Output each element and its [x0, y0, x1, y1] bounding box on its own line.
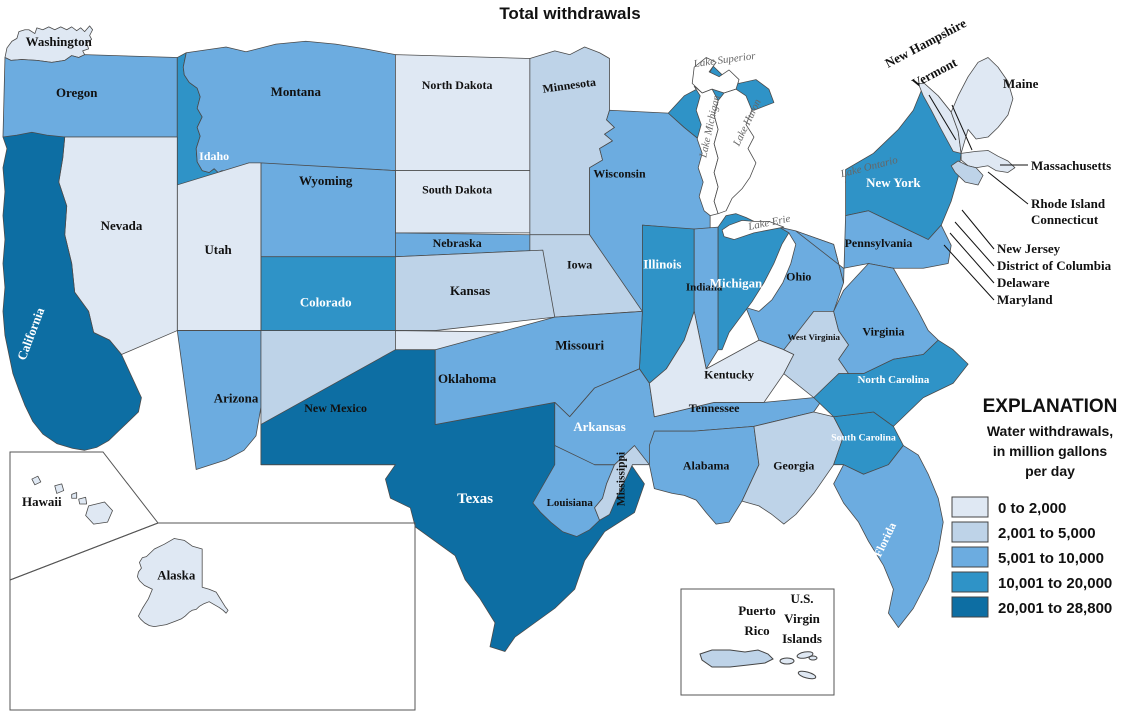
svg-text:Missouri: Missouri	[555, 339, 604, 353]
svg-text:District of Columbia: District of Columbia	[997, 258, 1112, 273]
svg-text:Kentucky: Kentucky	[704, 369, 754, 382]
svg-text:Mississippi: Mississippi	[614, 451, 627, 506]
svg-text:South Dakota: South Dakota	[422, 184, 492, 197]
svg-text:Montana: Montana	[271, 85, 322, 99]
svg-text:Massachusetts: Massachusetts	[1031, 158, 1111, 173]
svg-text:Kansas: Kansas	[450, 284, 490, 298]
svg-text:Water withdrawals,: Water withdrawals,	[987, 423, 1113, 439]
svg-text:Iowa: Iowa	[567, 258, 592, 271]
svg-text:Islands: Islands	[782, 631, 822, 646]
svg-text:South Carolina: South Carolina	[831, 433, 896, 444]
svg-text:20,001 to 28,800: 20,001 to 28,800	[998, 600, 1112, 617]
svg-text:Nevada: Nevada	[101, 219, 143, 233]
svg-text:Oklahoma: Oklahoma	[438, 372, 497, 386]
svg-text:Connecticut: Connecticut	[1031, 212, 1099, 227]
svg-text:New York: New York	[866, 176, 921, 190]
svg-text:Washington: Washington	[26, 35, 92, 49]
svg-text:Arkansas: Arkansas	[573, 420, 626, 434]
svg-text:Michigan: Michigan	[710, 277, 762, 291]
svg-text:2,001 to 5,000: 2,001 to 5,000	[998, 525, 1096, 542]
svg-text:Tennessee: Tennessee	[689, 402, 740, 415]
svg-text:Delaware: Delaware	[997, 275, 1050, 290]
svg-text:Nebraska: Nebraska	[433, 237, 482, 250]
svg-text:Hawaii: Hawaii	[22, 495, 62, 509]
svg-text:10,001 to 20,000: 10,001 to 20,000	[998, 575, 1112, 592]
svg-text:0 to 2,000: 0 to 2,000	[998, 500, 1066, 517]
svg-text:in million gallons: in million gallons	[993, 443, 1108, 459]
svg-text:Maryland: Maryland	[997, 292, 1053, 307]
svg-text:Utah: Utah	[204, 243, 231, 257]
svg-text:EXPLANATION: EXPLANATION	[983, 396, 1118, 417]
svg-text:Alaska: Alaska	[157, 569, 196, 583]
svg-text:Puerto: Puerto	[738, 603, 776, 618]
svg-text:Alabama: Alabama	[683, 460, 730, 473]
svg-text:North Dakota: North Dakota	[422, 79, 493, 92]
svg-text:Wisconsin: Wisconsin	[593, 167, 646, 180]
svg-text:Idaho: Idaho	[199, 150, 229, 163]
svg-text:New Jersey: New Jersey	[997, 241, 1061, 256]
svg-text:Rico: Rico	[744, 623, 769, 638]
svg-text:Maine: Maine	[1003, 76, 1039, 91]
svg-text:New Mexico: New Mexico	[304, 402, 367, 415]
svg-text:Lake Superior: Lake Superior	[692, 50, 757, 70]
svg-text:North Carolina: North Carolina	[857, 374, 929, 386]
svg-text:West Virginia: West Virginia	[787, 332, 840, 342]
svg-text:Arizona: Arizona	[214, 392, 259, 406]
svg-text:Texas: Texas	[457, 491, 493, 507]
svg-text:Vermont: Vermont	[909, 54, 960, 90]
svg-text:Louisiana: Louisiana	[547, 497, 594, 509]
svg-text:Colorado: Colorado	[300, 296, 352, 310]
svg-text:5,001 to 10,000: 5,001 to 10,000	[998, 550, 1104, 567]
svg-text:Pennsylvania: Pennsylvania	[845, 237, 913, 250]
svg-text:Georgia: Georgia	[773, 460, 814, 473]
svg-text:Wyoming: Wyoming	[299, 174, 353, 188]
svg-text:U.S.: U.S.	[790, 591, 813, 606]
svg-text:Virgin: Virgin	[784, 611, 820, 626]
svg-text:Ohio: Ohio	[786, 271, 811, 284]
svg-text:per day: per day	[1025, 463, 1075, 479]
svg-text:Oregon: Oregon	[56, 86, 97, 100]
svg-text:Rhode Island: Rhode Island	[1031, 196, 1106, 211]
svg-text:Illinois: Illinois	[643, 258, 681, 272]
svg-text:Virginia: Virginia	[862, 326, 904, 339]
